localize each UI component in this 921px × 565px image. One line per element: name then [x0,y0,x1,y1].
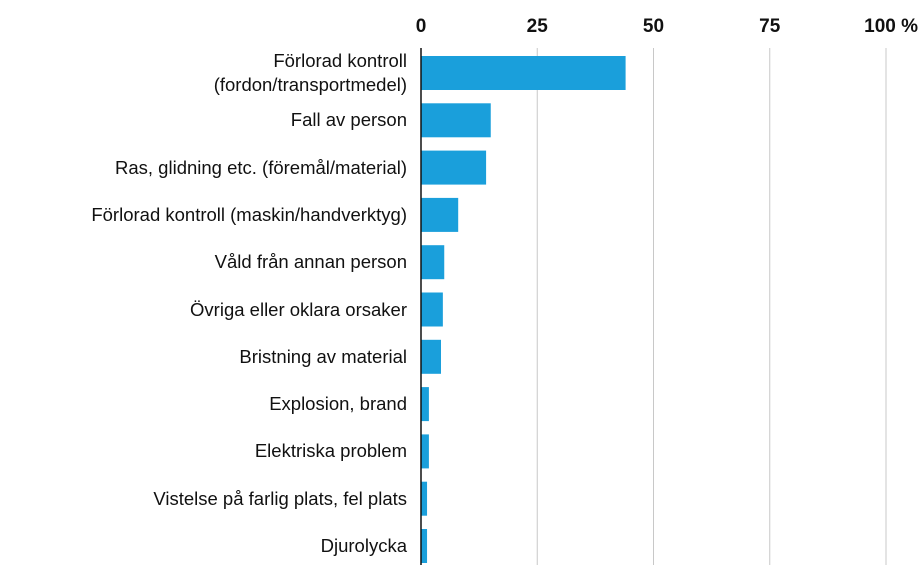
category-label: Vistelse på farlig plats, fel plats [153,487,407,509]
category-label: Fall av person [290,109,407,131]
category-label: Övriga eller oklara orsaker [190,298,407,320]
category-label: Våld från annan person [214,251,407,273]
x-tick-label: 100 % [864,16,918,37]
category-label: Förlorad kontroll (fordon/transportmedel… [213,50,407,95]
category-label: Explosion, brand [269,393,407,415]
bar [421,245,445,280]
x-tick-label: 50 [643,16,664,37]
bar [421,197,459,232]
bar [421,150,487,185]
bar [421,481,428,516]
bar [421,387,429,422]
bar [421,434,429,469]
bar [421,56,626,90]
bar [421,292,443,327]
category-label: Bristning av material [239,345,407,367]
bar [421,529,428,563]
x-tick-label: 0 [416,16,427,37]
category-label: Förlorad kontroll (maskin/handverktyg) [91,203,407,225]
category-label: Elektriska problem [254,440,407,462]
x-tick-label: 25 [527,16,549,37]
x-tick-label: 75 [759,16,781,37]
bar [421,103,491,138]
bar [421,339,441,374]
category-label: Djurolycka [320,535,407,556]
category-label: Ras, glidning etc. (föremål/material) [115,156,407,178]
